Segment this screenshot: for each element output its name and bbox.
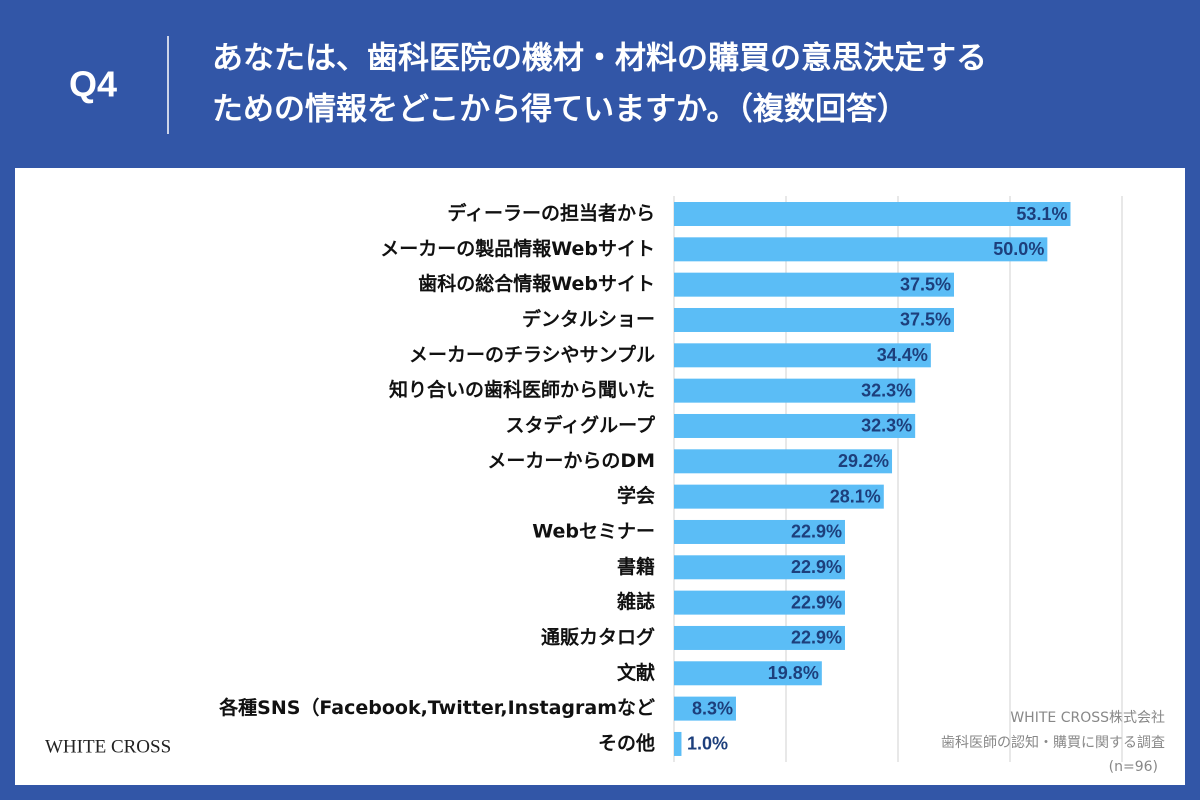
category-label: 文献 — [617, 661, 655, 684]
category-label: その他 — [598, 731, 655, 754]
value-label: 22.9% — [791, 628, 842, 648]
category-label: ディーラーの担当者から — [447, 202, 655, 225]
value-label: 22.9% — [791, 522, 842, 542]
source: (n=96) — [1109, 759, 1158, 775]
category-label: 歯科の総合情報Webサイト — [418, 272, 655, 295]
source: WHITE CROSS株式会社 — [1010, 710, 1165, 726]
value-label: 22.9% — [791, 592, 842, 612]
bar — [674, 202, 1071, 226]
logo: WHITE CROSS — [45, 736, 171, 757]
value-label: 37.5% — [900, 274, 951, 294]
value-label: 37.5% — [900, 310, 951, 330]
value-label: 28.1% — [830, 486, 881, 506]
value-label: 29.2% — [838, 451, 889, 471]
category-label: メーカーからのDM — [487, 450, 655, 472]
category-label: メーカーのチラシやサンプル — [409, 343, 655, 366]
value-label: 53.1% — [1016, 204, 1067, 224]
bar — [674, 343, 931, 368]
bar — [674, 272, 954, 297]
category-label: デンタルショー — [522, 307, 655, 330]
value-label: 50.0% — [993, 239, 1044, 259]
bar — [674, 625, 845, 650]
value-label: 32.3% — [861, 416, 912, 436]
category-label: 学会 — [617, 484, 655, 507]
category-label: 知り合いの歯科医師から聞いた — [389, 378, 655, 401]
bar — [674, 484, 884, 509]
category-label: スタディグループ — [505, 413, 656, 436]
value-label: 1.0% — [687, 734, 728, 754]
bar — [674, 731, 682, 756]
bar — [674, 413, 916, 438]
bar — [674, 449, 893, 474]
category-label: 通販カタログ — [541, 625, 655, 648]
bar — [674, 661, 822, 686]
bar — [674, 237, 1048, 262]
value-label: 34.4% — [877, 345, 928, 365]
bar — [674, 555, 845, 580]
question-number: Q4 — [69, 64, 117, 105]
value-label: 8.3% — [692, 698, 733, 718]
source: 歯科医師の認知・購買に関する調査 — [941, 734, 1165, 751]
category-label: メーカーの製品情報Webサイト — [380, 237, 655, 260]
chart-title: ための情報をどこから得ていますか。（複数回答） — [212, 92, 908, 128]
bar — [674, 307, 954, 332]
bar — [674, 590, 845, 615]
value-label: 19.8% — [768, 663, 819, 683]
bar — [674, 378, 916, 403]
value-label: 22.9% — [791, 557, 842, 577]
chart-title: あなたは、歯科医院の機材・材料の購買の意思決定する — [212, 41, 987, 77]
panel — [15, 168, 1185, 785]
category-label: 雑誌 — [616, 590, 655, 613]
category-label: 書籍 — [617, 555, 655, 578]
category-label: 各種SNS（Facebook,Twitter,Instagramなど — [218, 696, 655, 719]
bar — [674, 519, 845, 544]
category-label: Webセミナー — [532, 520, 655, 542]
value-label: 32.3% — [861, 380, 912, 400]
bar — [674, 696, 736, 721]
